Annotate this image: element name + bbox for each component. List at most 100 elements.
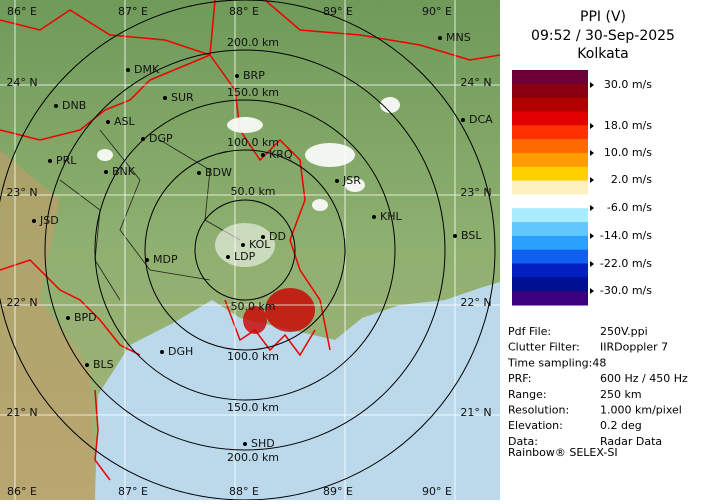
city-dot — [372, 215, 376, 219]
range-label: 50.0 km — [230, 300, 275, 313]
range-label: 150.0 km — [227, 401, 279, 414]
info-label: Data: — [508, 435, 538, 448]
city-label: SUR — [171, 91, 194, 104]
legend-tick — [590, 205, 594, 211]
range-label: 150.0 km — [227, 86, 279, 99]
city-label: BDW — [205, 166, 232, 179]
city-label: MNS — [446, 31, 471, 44]
city-label: KOL — [249, 238, 271, 251]
lon-label-top: 87° E — [118, 5, 148, 18]
city-dot — [48, 159, 52, 163]
color-band — [512, 235, 588, 251]
city-dot — [163, 96, 167, 100]
lat-label-left: 22° N — [6, 296, 37, 309]
color-band — [512, 152, 588, 168]
city-dot — [197, 171, 201, 175]
lon-label-bottom: 86° E — [7, 485, 37, 498]
graticule — [0, 0, 500, 500]
lon-label-bottom: 87° E — [118, 485, 148, 498]
city-dot — [335, 179, 339, 183]
lon-label-top: 88° E — [229, 5, 259, 18]
lon-label-top: 89° E — [323, 5, 353, 18]
credit: Rainbow® SELEX-SI — [508, 446, 618, 459]
legend-label: -30.0 m/s — [600, 284, 652, 297]
city-dot — [453, 234, 457, 238]
city-label: BSL — [461, 229, 482, 242]
city-dot — [32, 219, 36, 223]
city-dot — [241, 243, 245, 247]
city-label: LDP — [234, 250, 256, 263]
city-label: BNK — [112, 165, 136, 178]
legend-tick — [590, 261, 594, 267]
info-label: Time sampling:48 — [507, 356, 606, 369]
legend-tick — [590, 233, 594, 239]
city-dot — [235, 74, 239, 78]
range-label: 100.0 km — [227, 350, 279, 363]
legend-label: -14.0 m/s — [600, 229, 652, 242]
city-label: JSD — [39, 214, 59, 227]
range-ring — [44, 49, 446, 451]
station: Kolkata — [577, 46, 628, 62]
color-band — [512, 291, 588, 306]
legend-tick — [590, 150, 594, 156]
city-dot — [104, 170, 108, 174]
highland — [0, 150, 95, 500]
title: PPI (V) — [580, 9, 626, 25]
range-ring — [194, 199, 296, 301]
range-ring — [0, 0, 496, 500]
color-band — [512, 139, 588, 154]
legend-tick — [590, 123, 594, 129]
city-dot — [461, 118, 465, 122]
city-label: PRL — [56, 154, 77, 167]
color-scale: 30.0 m/s 18.0 m/s 10.0 m/s 2.0 m/s -6.0 m/s -… — [512, 70, 652, 306]
city-dot — [141, 137, 145, 141]
city-label: DD — [269, 230, 286, 243]
city-label: JSR — [342, 174, 361, 187]
city-dot — [145, 258, 149, 262]
borders — [0, 0, 500, 481]
city-label: BPD — [74, 311, 97, 324]
info-value: Radar Data — [600, 435, 662, 448]
lat-label-right: 22° N — [460, 296, 491, 309]
legend-tick — [590, 82, 594, 88]
range-ring — [144, 149, 346, 351]
info-label: Pdf File: — [508, 325, 551, 338]
city-dot — [54, 104, 58, 108]
city-dot — [261, 235, 265, 239]
city-dot — [126, 68, 130, 72]
lon-label-bottom: 90° E — [422, 485, 452, 498]
coastal-echoes — [243, 288, 315, 334]
lat-label-right: 21° N — [460, 406, 491, 419]
range-label: 200.0 km — [227, 451, 279, 464]
info-label: PRF: — [508, 372, 531, 385]
timestamp: 09:52 / 30-Sep-2025 — [531, 28, 675, 44]
color-band — [512, 83, 588, 99]
color-band — [512, 111, 588, 126]
lat-label-left: 23° N — [6, 186, 37, 199]
city-label: KRQ — [269, 148, 293, 161]
range-ring — [94, 99, 396, 401]
color-band — [512, 125, 588, 140]
city-label: DCA — [469, 113, 493, 126]
city-dot — [85, 363, 89, 367]
map-labels: 86° E 86° E 87° E 87° E 88° E 88° E 89° E 89° E… — [6, 5, 493, 498]
legend-label: -22.0 m/s — [600, 257, 652, 270]
legend-label: -6.0 m/s — [607, 201, 652, 214]
city-label: MDP — [153, 253, 178, 266]
city-label: DGH — [168, 345, 193, 358]
lon-label-bottom: 88° E — [229, 485, 259, 498]
info-value: 0.2 deg — [600, 419, 642, 432]
map: 86° E 86° E 87° E 87° E 88° E 88° E 89° E 89° E… — [0, 0, 500, 500]
city-label: DGP — [149, 132, 173, 145]
lat-label-left: 24° N — [6, 76, 37, 89]
range-label: 100.0 km — [227, 136, 279, 149]
city-dot — [243, 442, 247, 446]
city-label: DNB — [62, 99, 86, 112]
color-band — [512, 263, 588, 278]
range-label: 200.0 km — [227, 36, 279, 49]
color-band — [512, 208, 588, 223]
lat-label-right: 24° N — [460, 76, 491, 89]
legend-label: 18.0 m/s — [604, 119, 652, 132]
color-band — [512, 277, 588, 292]
